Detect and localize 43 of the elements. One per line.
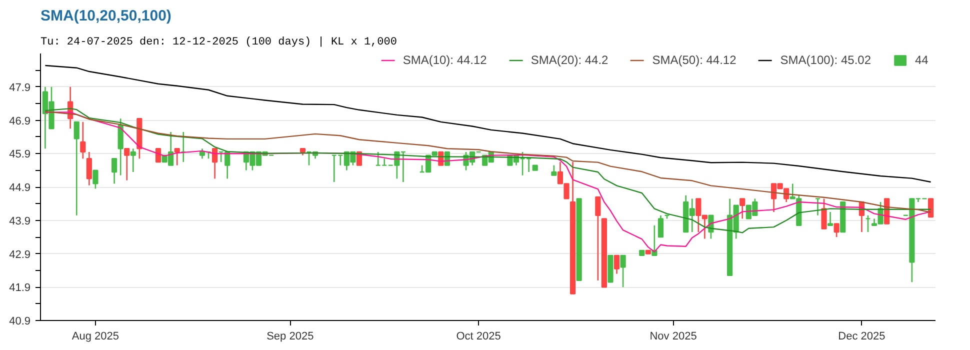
candlestick: [86, 151, 92, 186]
x-tick-label: Aug 2025: [72, 330, 120, 342]
candlestick: [212, 148, 218, 180]
candlestick: [928, 198, 934, 218]
candlestick: [828, 211, 834, 226]
y-tick-label: 45.9: [9, 148, 31, 161]
candlestick: [174, 148, 180, 166]
x-tick-label: Sep 2025: [266, 330, 314, 342]
y-tick-label: 44.9: [9, 182, 31, 194]
candlestick: [834, 223, 840, 238]
y-tick-label: 43.9: [9, 215, 31, 228]
candlestick: [124, 148, 130, 181]
candlestick: [551, 164, 557, 176]
chart-title: SMA(10,20,50,100): [40, 8, 172, 24]
x-tick-label: Nov 2025: [650, 330, 697, 342]
candlestick: [118, 118, 124, 176]
candlestick: [74, 121, 80, 216]
y-tick-label: 40.9: [9, 316, 31, 328]
candlestick: [614, 254, 620, 274]
x-tick-label: Dec 2025: [838, 330, 886, 342]
candlestick: [155, 148, 162, 163]
candlestick: [595, 196, 601, 282]
legend-label: SMA(20): 44.2: [530, 53, 608, 67]
legend-label: SMA(10): 44.12: [402, 53, 487, 67]
y-tick-label: 47.9: [9, 82, 31, 94]
y-tick-label: 41.9: [9, 282, 31, 294]
line-series: [44, 64, 932, 183]
candlestick: [821, 198, 827, 230]
y-tick-label: 42.9: [9, 248, 31, 261]
legend-label: SMA(50): 44.12: [652, 53, 736, 67]
candlestick: [80, 121, 86, 160]
candlestick: [620, 254, 626, 288]
chart-subtitle: Tu: 24-07-2025 den: 12-12-2025 (100 days) | KL x 1,000: [40, 36, 397, 48]
candlestick: [199, 148, 206, 160]
y-tick-label: 46.9: [9, 115, 31, 128]
candlestick: [92, 170, 98, 190]
candlestick: [130, 148, 136, 173]
candlestick: [112, 158, 118, 184]
candlestick: [740, 198, 746, 220]
legend-label: SMA(100): 45.02: [780, 53, 871, 67]
legend-label: 44: [915, 53, 930, 67]
x-tick-label: Oct 2025: [456, 330, 501, 342]
candlestick: [658, 214, 664, 238]
